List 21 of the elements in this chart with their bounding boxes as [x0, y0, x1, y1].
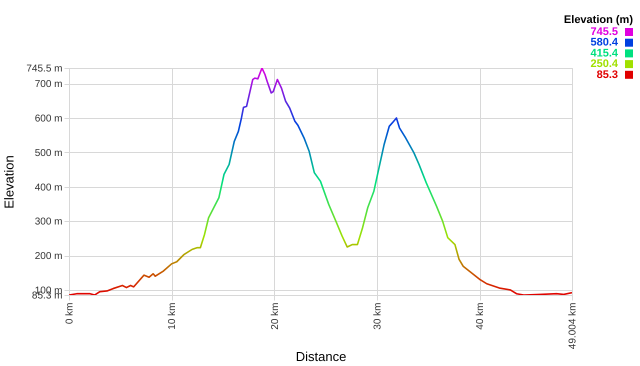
x-tick-label: 10 km — [167, 302, 178, 330]
x-tick-label: 0 km — [64, 302, 76, 324]
color-bar-label: 580.4 — [590, 36, 619, 49]
x-tick-label: 20 km — [270, 302, 281, 330]
x-axis-title: Distance — [296, 349, 346, 364]
y-tick-label: 200 m — [34, 251, 62, 262]
y-tick-label: 600 m — [34, 114, 62, 125]
y-tick-label: 300 m — [34, 216, 62, 228]
y-tick-label: 500 m — [34, 148, 62, 159]
x-tick-label: 49.004 km — [568, 302, 578, 350]
x-tick-label: 30 km — [372, 302, 384, 330]
y-tick-label: 745.5 m — [26, 64, 62, 74]
color-bar-label: 250.4 — [590, 58, 619, 70]
y-axis-title: Elevation — [1, 155, 16, 209]
color-bar-label: 745.5 — [590, 26, 618, 38]
color-bar-title: Elevation (m) — [564, 14, 634, 26]
x-tick-label: 40 km — [475, 302, 486, 330]
color-bar-label: 415.4 — [590, 47, 619, 60]
y-tick-label: 400 m — [34, 182, 62, 194]
y-tick-label: 700 m — [34, 79, 62, 90]
color-bar-label: 85.3 — [596, 68, 618, 81]
